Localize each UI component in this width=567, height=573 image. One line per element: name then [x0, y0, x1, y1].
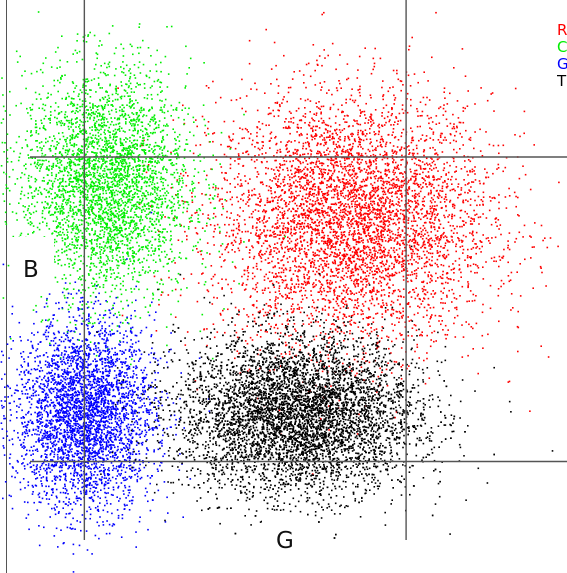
- legend-item-g: G: [557, 55, 567, 73]
- gridlines: [30, 0, 567, 540]
- legend-item-t: T: [557, 72, 567, 90]
- series-r-points: [91, 11, 560, 475]
- series-c-points: [0, 11, 286, 366]
- legend-item-c: C: [557, 38, 567, 56]
- series-g-points: [0, 211, 211, 573]
- y-axis-label: B: [10, 237, 54, 293]
- plot-left-border: [6, 0, 7, 573]
- legend-item-r: R: [557, 22, 567, 39]
- series-t-points: [96, 245, 554, 549]
- legend: R C G T: [557, 22, 567, 90]
- scatter-points: [0, 11, 560, 573]
- x-axis-label: G: [262, 520, 314, 568]
